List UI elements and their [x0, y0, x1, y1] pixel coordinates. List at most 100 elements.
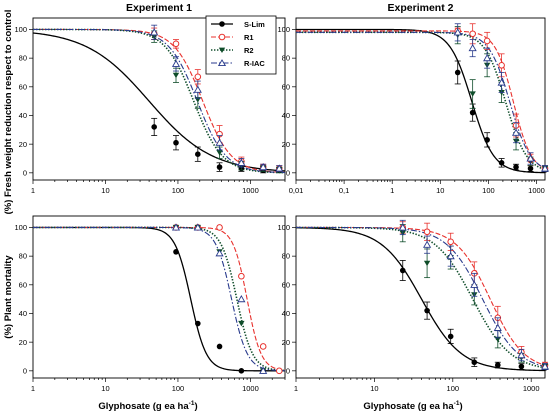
plot-frame: [32, 17, 286, 181]
point-s-lim: [195, 320, 201, 327]
legend-entry-r2: R2: [211, 46, 254, 55]
point-r1: [275, 367, 283, 375]
legend-label-r-iac: R-IAC: [244, 59, 265, 68]
xlabel-left: Glyphosate (g ea ha-1): [98, 400, 197, 412]
y-tick-label: 100: [277, 25, 290, 34]
x-tick-label: 1: [294, 384, 298, 393]
point-s-lim: [195, 151, 201, 157]
point-r-iac: [237, 295, 246, 303]
x-tick-label: 10: [101, 186, 109, 195]
legend-marker-r-iac: [217, 59, 227, 67]
point-r1: [498, 62, 505, 69]
point-r1: [259, 343, 267, 350]
point-r-iac: [193, 85, 202, 93]
point-r-iac: [468, 43, 477, 52]
x-tick-label: 1000: [523, 384, 540, 393]
x-tick-label: 1000: [528, 186, 545, 195]
point-r-iac: [526, 154, 535, 162]
legend-entry-r1: R1: [211, 33, 254, 42]
point-r1: [172, 40, 180, 48]
x-tick-label: 10: [436, 186, 444, 195]
plot-frame: [32, 215, 286, 379]
fit-curve-r-iac: [296, 31, 546, 169]
x-tick-label: 1: [390, 186, 394, 195]
panel-bottom-right: 1 10 100 1000 0 20 40 60 80 100: [277, 215, 550, 393]
point-r-iac: [171, 223, 181, 231]
point-s-lim: [471, 359, 478, 366]
point-r2: [238, 320, 245, 327]
point-s-lim: [238, 368, 245, 374]
x-tick-label: 1: [31, 186, 35, 195]
x-tick-label: 100: [447, 384, 460, 393]
point-r-iac: [483, 54, 492, 62]
fit-curve-r2: [33, 226, 286, 372]
point-r-iac: [423, 240, 432, 248]
point-r-iac: [446, 252, 455, 260]
panel-title: Experiment 2: [388, 2, 454, 14]
x-tick-label: 10: [101, 384, 109, 393]
point-s-lim: [513, 164, 519, 170]
point-r-iac: [453, 28, 462, 36]
point-r1: [447, 238, 454, 246]
y-tick-label: 60: [282, 82, 290, 91]
point-s-lim: [498, 159, 505, 166]
xlabel-right: Glyphosate (g ea ha-1): [363, 400, 462, 412]
point-r-iac: [237, 158, 246, 166]
ylabel-bottom: (%) Plant mortality: [3, 255, 14, 339]
y-tick-label: 60: [19, 280, 27, 289]
point-s-lim: [216, 343, 223, 350]
legend-label-r1: R1: [244, 33, 254, 42]
y-tick-label: 40: [19, 309, 27, 318]
point-s-lim: [173, 139, 179, 146]
point-s-lim: [454, 69, 461, 76]
fit-curve-r2: [33, 28, 286, 174]
point-r-iac: [517, 350, 526, 359]
point-r-iac: [540, 164, 550, 172]
point-r-iac: [259, 162, 268, 171]
point-r2: [423, 260, 431, 267]
point-s-lim: [484, 137, 490, 143]
point-r-iac: [493, 323, 502, 331]
y-tick-label: 0: [286, 168, 290, 177]
panel-top-right: Experiment 2 0,01 0,1 1 10 100 1000 0 20 40 60 80 10…: [277, 2, 550, 195]
point-r1: [194, 73, 202, 81]
point-r-iac: [259, 366, 268, 374]
point-r-iac: [215, 138, 224, 146]
point-s-lim: [424, 307, 430, 314]
legend-box: [205, 15, 277, 75]
point-r-iac: [193, 223, 202, 231]
y-tick-label: 60: [19, 82, 27, 91]
point-s-lim: [216, 164, 223, 170]
x-tick-label: 1000: [242, 186, 259, 195]
point-r1: [483, 37, 491, 45]
legend: S-Lim R1 R2 R-IAC: [205, 15, 277, 75]
point-r2: [469, 91, 476, 97]
x-tick-label: 100: [172, 186, 185, 195]
plot-frame: [295, 17, 546, 181]
y-tick-label: 80: [282, 252, 290, 261]
point-s-lim: [527, 165, 534, 172]
point-s-lim: [469, 109, 476, 116]
x-tick-label: 1: [31, 384, 35, 393]
point-r-iac: [215, 249, 224, 257]
point-s-lim: [399, 267, 406, 274]
fit-curve-r2: [296, 31, 546, 171]
y-tick-label: 20: [282, 140, 290, 149]
y-tick-label: 20: [282, 338, 290, 347]
x-tick-label: 100: [172, 384, 185, 393]
legend-label-s-lim: S-Lim: [244, 20, 265, 29]
point-s-lim: [151, 124, 157, 130]
fit-curve-s-lim: [296, 28, 546, 174]
panel-bottom-left: 1 10 100 1000 0 20 40 60 80 100: [14, 215, 286, 393]
x-tick-label: 10: [370, 384, 378, 393]
point-r-iac: [470, 280, 479, 288]
y-tick-label: 0: [23, 168, 27, 177]
y-tick-label: 80: [282, 54, 290, 63]
fit-curve-r1: [296, 30, 546, 170]
panel-title: Experiment 1: [126, 2, 192, 14]
y-tick-label: 0: [286, 366, 290, 375]
point-r2: [172, 72, 180, 79]
x-tick-label: 100: [482, 186, 495, 195]
